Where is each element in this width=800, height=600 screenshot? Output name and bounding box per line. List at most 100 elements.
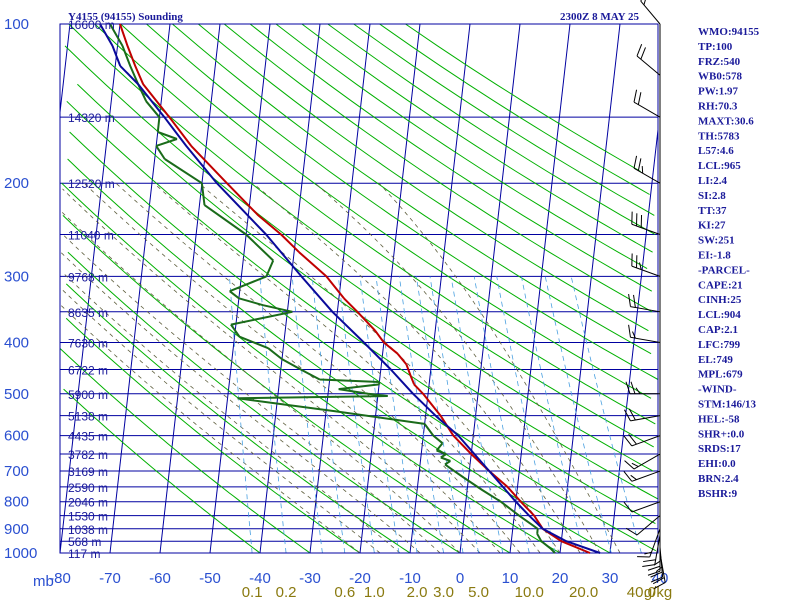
index-value: -WIND- bbox=[698, 384, 737, 396]
mixing-ratio-label: 5.0 bbox=[468, 584, 489, 600]
wind-barb-flag bbox=[630, 381, 636, 394]
mixing-ratio-line bbox=[398, 276, 444, 554]
height-label: 3169 m bbox=[68, 465, 108, 479]
wind-barb-flag bbox=[623, 471, 633, 482]
wind-barb bbox=[631, 253, 661, 277]
wind-barb-flag bbox=[636, 44, 643, 57]
isotherm-line bbox=[359, 23, 421, 554]
dry-adiabat bbox=[77, 83, 658, 500]
wind-barb-flag bbox=[623, 409, 631, 422]
wind-barb-flag bbox=[632, 331, 636, 339]
temperature-tick-label: -60 bbox=[149, 570, 171, 587]
index-value: EHI:0.0 bbox=[698, 458, 736, 470]
index-value: RH:70.3 bbox=[698, 101, 738, 113]
mixing-ratio-label: 2.0 bbox=[407, 584, 428, 600]
index-value: WB0:578 bbox=[698, 71, 743, 83]
mixing-ratio-label: 0.1 bbox=[242, 584, 263, 600]
mixing-ratio-line bbox=[359, 276, 400, 554]
wind-barb-flag bbox=[643, 559, 656, 563]
isotherm-line bbox=[59, 23, 121, 554]
wind-barb bbox=[631, 211, 661, 235]
pressure-tick-label: 900 bbox=[4, 521, 29, 538]
pressure-tick-label: 600 bbox=[4, 428, 29, 445]
dry-adiabat bbox=[120, 23, 652, 399]
parcel-trace bbox=[99, 23, 601, 554]
temperature-tick-label: -40 bbox=[249, 570, 271, 587]
wind-barb bbox=[623, 501, 661, 513]
mixing-ratio-line bbox=[570, 276, 642, 554]
axis-unit-label: mb bbox=[33, 573, 54, 590]
mixing-ratio-line bbox=[259, 276, 287, 554]
wind-barb-flag bbox=[633, 155, 638, 169]
station-title: Y4155 (94155) Sounding bbox=[68, 11, 183, 23]
temperature-tick-label: 30 bbox=[602, 570, 619, 587]
height-label: 11040 m bbox=[68, 229, 114, 243]
dewpoint-trace bbox=[109, 23, 556, 554]
index-value: BSHR:9 bbox=[698, 488, 738, 500]
temperature-tick-label: -20 bbox=[349, 570, 371, 587]
wind-barb-flag bbox=[647, 570, 661, 576]
dry-adiabat bbox=[59, 347, 311, 554]
height-label: 14320 m bbox=[68, 111, 115, 125]
dry-adiabat bbox=[172, 23, 652, 355]
wind-barb-flag bbox=[647, 565, 661, 571]
wind-barb-flag bbox=[628, 433, 637, 445]
temperature-trace bbox=[119, 23, 591, 554]
mixing-ratio-line bbox=[429, 276, 479, 554]
wind-barb bbox=[623, 408, 661, 422]
wind-barb-flag bbox=[628, 324, 631, 338]
index-value: MPL:679 bbox=[698, 369, 743, 381]
wind-barb-flag bbox=[642, 564, 655, 567]
index-value: WMO:94155 bbox=[698, 26, 760, 38]
index-value: BRN:2.4 bbox=[698, 473, 739, 485]
series-layer bbox=[99, 23, 601, 554]
isotherm-line bbox=[409, 23, 471, 554]
dry-adiabat bbox=[67, 158, 611, 554]
index-value: SI:2.8 bbox=[698, 190, 726, 202]
temperature-tick-label: -70 bbox=[99, 570, 121, 587]
index-value: CAP:2.1 bbox=[698, 324, 738, 336]
index-value: LCL:904 bbox=[698, 309, 741, 321]
wind-barb-flag bbox=[650, 571, 663, 578]
wind-barb-flag bbox=[623, 501, 633, 513]
indices-panel: WMO:94155 TP:100 FRZ:540 WB0:578 PW:1.97 RH:7… bbox=[698, 26, 760, 500]
index-value: TP:100 bbox=[698, 41, 733, 53]
wind-barb-flag bbox=[653, 582, 666, 590]
mixing-ratio-line bbox=[544, 276, 612, 554]
mixing-ratio-label: g/kg bbox=[644, 584, 672, 600]
height-label: 5900 m bbox=[68, 388, 108, 402]
mixing-ratio-label: 1.0 bbox=[364, 584, 385, 600]
wind-barb-flag bbox=[652, 577, 665, 585]
pressure-tick-label: 200 bbox=[4, 175, 29, 192]
pressure-tick-label: 700 bbox=[4, 463, 29, 480]
observation-time: 2300Z 8 MAY 25 bbox=[560, 11, 639, 23]
pressure-tick-label: 300 bbox=[4, 268, 29, 285]
height-label: 568 m bbox=[68, 535, 101, 549]
index-value: KI:27 bbox=[698, 220, 726, 232]
isotherm-line bbox=[309, 23, 371, 554]
mixing-ratio-line bbox=[337, 276, 375, 554]
index-value: HEL:-58 bbox=[698, 413, 740, 425]
wind-barb bbox=[628, 294, 661, 313]
index-value: EI:-1.8 bbox=[698, 250, 731, 262]
temperature-tick-label: 10 bbox=[502, 570, 519, 587]
wind-barb-flag bbox=[630, 474, 637, 481]
dry-adiabat bbox=[249, 23, 653, 292]
wind-barb-flag bbox=[635, 387, 641, 395]
index-value: L57:4.6 bbox=[698, 145, 734, 157]
wind-barb bbox=[623, 433, 661, 447]
height-label: 4435 m bbox=[68, 430, 108, 444]
dry-adiabat bbox=[379, 23, 650, 195]
wind-barb-flag bbox=[640, 0, 642, 2]
index-value: SW:251 bbox=[698, 235, 735, 247]
temperature-tick-label: -80 bbox=[49, 570, 71, 587]
pressure-tick-label: 400 bbox=[4, 334, 29, 351]
wind-barb bbox=[625, 515, 661, 536]
height-label: 7630 m bbox=[68, 336, 108, 350]
wind-barb bbox=[624, 453, 661, 470]
dry-adiabat bbox=[94, 23, 656, 425]
dry-adiabat bbox=[146, 23, 659, 380]
mixing-ratio-label: 40.0 bbox=[627, 584, 656, 600]
moist-adiabat bbox=[314, 182, 601, 554]
